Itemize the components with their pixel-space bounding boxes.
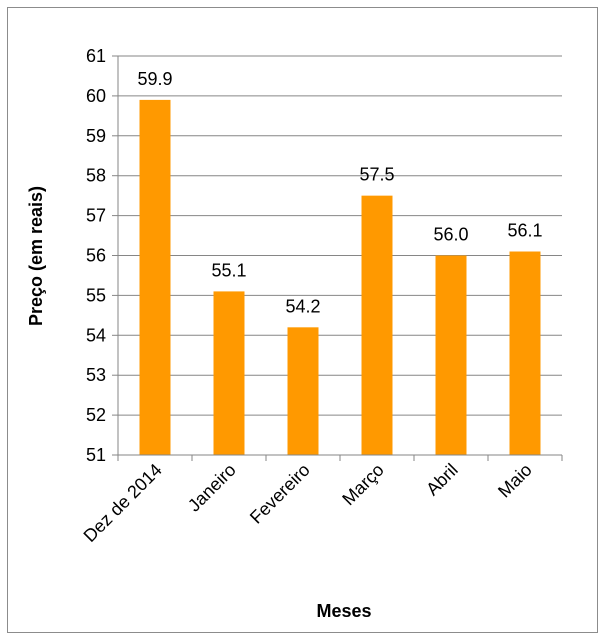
x-tick-label: Fevereiro [246,460,314,528]
gridlines [118,55,562,416]
chart-frame [7,7,598,633]
x-tick-label: Dez de 2014 [80,460,166,546]
y-tick-label: 59 [86,126,106,146]
data-label: 57.5 [359,165,394,185]
x-tick-labels: Dez de 2014 Janeiro Fevereiro Março Abril Mai… [80,460,536,546]
y-tick-label: 55 [86,285,106,305]
bar [509,251,541,455]
y-tick-label: 56 [86,246,106,266]
y-tick-label: 51 [86,445,106,465]
x-tick-label: Maio [494,460,536,502]
data-label: 54.2 [285,296,320,316]
y-tick-label: 57 [86,206,106,226]
y-tick-label: 53 [86,365,106,385]
data-labels: 59.9 55.1 54.2 57.5 56.0 56.1 [137,69,542,316]
data-label: 56.0 [433,225,468,245]
x-tick-label: Janeiro [184,460,240,516]
bar [287,327,319,455]
bar [435,255,467,455]
data-label: 59.9 [137,69,172,89]
x-tick-label: Abril [422,460,462,500]
y-tick-label: 58 [86,166,106,186]
bar [139,99,171,455]
y-axis-title: Preço (em reais) [26,186,46,326]
x-tick-label: Março [338,460,388,510]
y-tick-labels: 51 52 53 54 55 56 57 58 59 60 61 [86,46,106,465]
bars [139,99,541,455]
x-axis-title: Meses [316,601,371,621]
y-tick-label: 54 [86,325,106,345]
data-label: 55.1 [211,260,246,280]
bar [213,291,245,455]
y-tick-label: 52 [86,405,106,425]
bar [361,195,393,455]
y-tick-label: 61 [86,46,106,66]
axes [112,55,563,461]
y-tick-label: 60 [86,86,106,106]
data-label: 56.1 [507,221,542,241]
